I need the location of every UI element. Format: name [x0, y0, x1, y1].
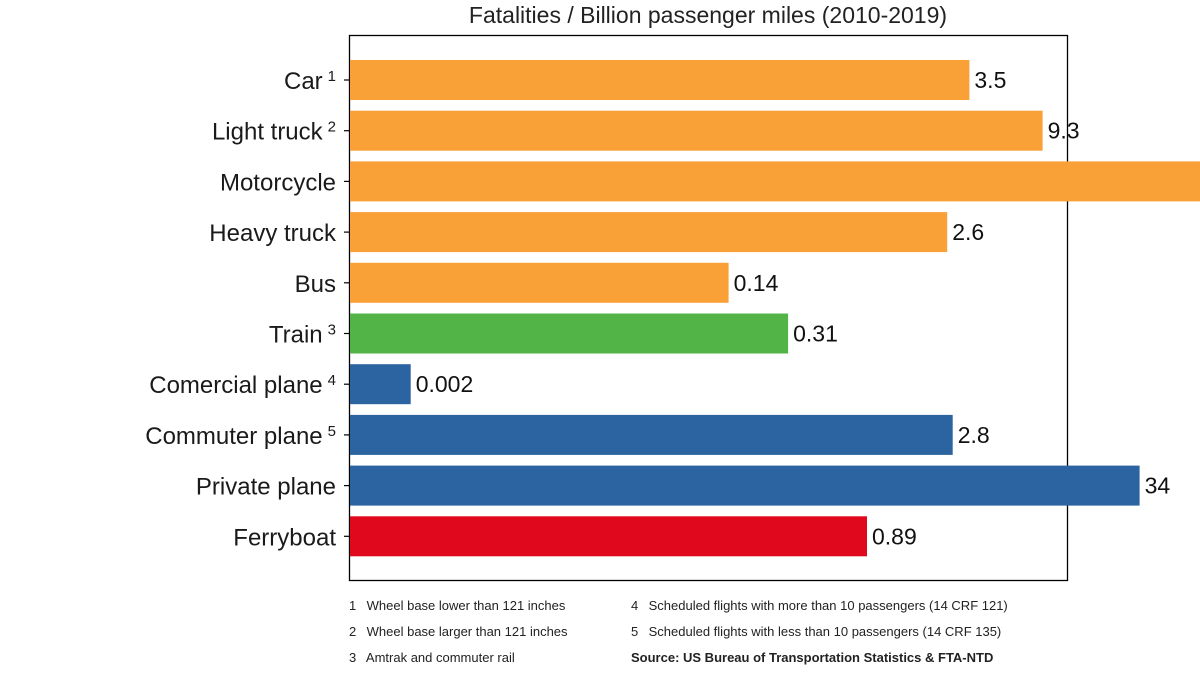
value-label-light-truck: 9.3	[1048, 118, 1080, 144]
footnote-1-number: 1	[349, 598, 357, 613]
footnote-marker-train: 3	[328, 322, 336, 339]
bar-commuter-plane	[350, 414, 953, 455]
bar-motorcycle	[350, 161, 1200, 202]
plot-frame	[348, 34, 1069, 582]
bar-private-plane	[350, 465, 1140, 506]
footnote-3-text: Amtrak and commuter rail	[365, 650, 515, 665]
footnote-marker-commuter-plane: 5	[328, 423, 336, 440]
footnote-1: 1 Wheel base lower than 121 inches	[349, 598, 565, 614]
category-label-bus: Bus	[295, 271, 336, 298]
bar-comercial-plane	[350, 364, 411, 405]
footnote-1-text: Wheel base lower than 121 inches	[366, 598, 566, 613]
category-label-private-plane: Private plane	[196, 474, 336, 501]
bar-train	[350, 313, 789, 354]
category-label-commuter-plane: Commuter plane 5	[145, 423, 336, 450]
value-label-commuter-plane: 2.8	[958, 422, 990, 448]
bar-car	[350, 60, 970, 100]
value-label-ferryboat: 0.89	[872, 523, 917, 549]
value-label-heavy-truck: 2.6	[952, 219, 984, 245]
value-label-train: 0.31	[793, 321, 838, 347]
footnote-2-number: 2	[349, 624, 357, 639]
footnote-2-text: Wheel base larger than 121 inches	[366, 624, 568, 639]
category-label-motorcycle: Motorcycle	[220, 169, 336, 196]
source-note: Source: US Bureau of Transportation Stat…	[631, 650, 994, 665]
footnote-5-text: Scheduled flights with less than 10 pass…	[648, 624, 1002, 639]
value-label-private-plane: 34	[1145, 473, 1171, 499]
value-label-comercial-plane: 0.002	[416, 371, 474, 397]
category-label-heavy-truck: Heavy truck	[209, 220, 337, 247]
bar-bus	[350, 262, 729, 303]
footnote-4-text: Scheduled flights with more than 10 pass…	[648, 598, 1008, 613]
footnote-5-number: 5	[631, 624, 639, 639]
category-label-train: Train 3	[269, 322, 336, 349]
bar-ferryboat	[350, 516, 867, 557]
bar-heavy-truck	[350, 212, 948, 253]
footnote-3-number: 3	[349, 650, 357, 665]
footnote-3: 3 Amtrak and commuter rail	[349, 650, 515, 666]
footnote-marker-light-truck: 2	[328, 119, 336, 136]
bar-light-truck	[350, 110, 1043, 151]
footnote-marker-comercial-plane: 4	[328, 372, 336, 389]
category-label-comercial-plane: Comercial plane 4	[149, 372, 336, 399]
value-label-car: 3.5	[974, 67, 1006, 93]
category-label-car: Car 1	[284, 68, 336, 95]
footnote-2: 2 Wheel base larger than 121 inches	[349, 624, 568, 640]
footnote-4: 4 Scheduled flights with more than 10 pa…	[631, 598, 1008, 614]
category-label-ferryboat: Ferryboat	[233, 524, 336, 551]
footnote-4-number: 4	[631, 598, 639, 613]
value-label-bus: 0.14	[734, 270, 779, 296]
chart-title: Fatalities / Billion passenger miles (20…	[469, 2, 947, 28]
footnote-marker-car: 1	[328, 68, 336, 85]
footnote-5: 5 Scheduled flights with less than 10 pa…	[631, 624, 1001, 640]
category-label-light-truck: Light truck 2	[212, 119, 336, 146]
